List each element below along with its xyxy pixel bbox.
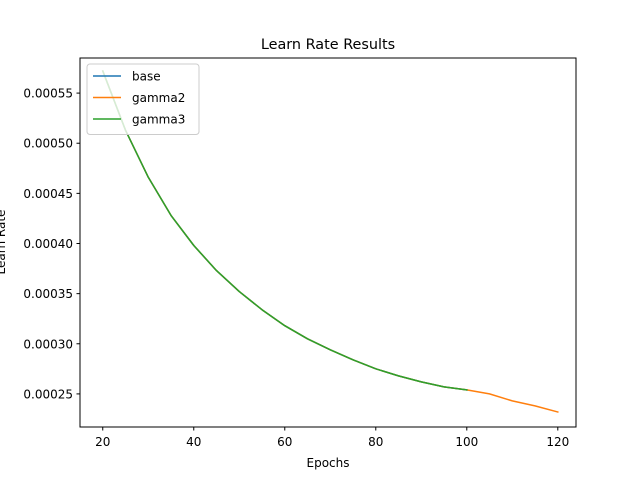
series-line-gamma3 [101,70,468,391]
y-tick-label: 0.00045 [23,187,73,201]
y-tick-label: 0.00040 [23,237,73,251]
y-tick-label: 0.00025 [23,387,73,401]
x-axis-label: Epochs [307,456,350,470]
y-tick-label: 0.00050 [23,137,73,151]
x-tick-label: 100 [455,435,478,449]
x-tick-label: 60 [277,435,292,449]
legend-box [86,63,200,135]
legend: base gamma2 gamma3 [86,63,200,135]
x-tick-label: 20 [95,435,110,449]
y-tick-label: 0.00030 [23,337,73,351]
series-lines [101,70,559,413]
y-axis-label: Learn Rate [0,210,8,275]
x-axis-ticks: 20 40 60 80 100 120 [95,427,569,449]
legend-label-base: base [132,70,161,84]
y-tick-label: 0.00035 [23,287,73,301]
x-tick-label: 80 [368,435,383,449]
x-tick-label: 40 [186,435,201,449]
plot-frame [79,57,577,428]
y-tick-label: 0.00055 [23,87,73,101]
y-axis-ticks: 0.00025 0.00030 0.00035 0.00040 0.00045 0.000… [23,87,80,401]
x-tick-label: 120 [546,435,569,449]
legend-label-gamma2: gamma2 [132,91,185,105]
legend-label-gamma3: gamma3 [132,113,185,127]
chart-title: Learn Rate Results [261,37,395,53]
